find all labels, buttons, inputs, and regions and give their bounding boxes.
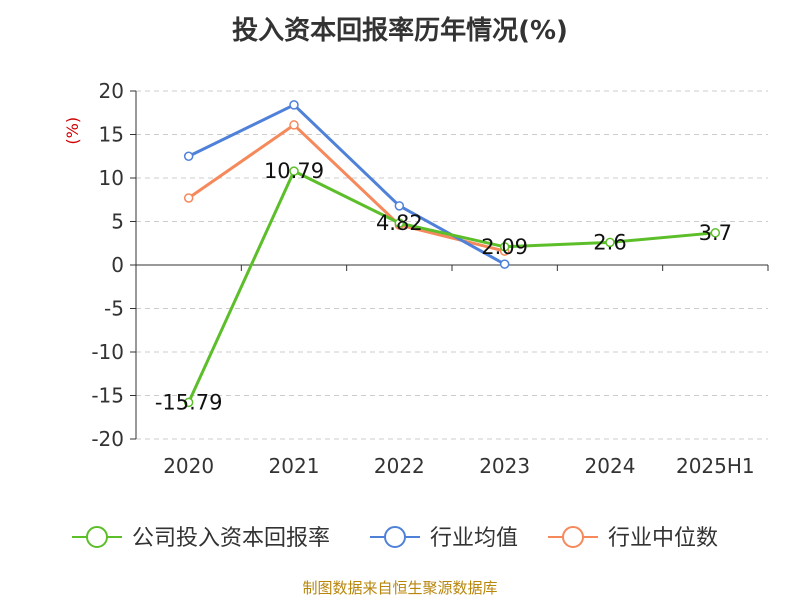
y-tick-label: -5	[104, 297, 124, 321]
data-labels: -15.79 10.79 4.82 2.09 2.6 3.7	[155, 159, 732, 414]
data-point	[394, 201, 405, 211]
data-point	[183, 151, 194, 161]
data-label: 10.79	[264, 159, 324, 183]
y-tick-label: 10	[99, 166, 124, 190]
series-lines	[183, 100, 721, 408]
x-tick-label: 2022	[374, 454, 425, 478]
data-point	[183, 397, 194, 408]
y-tick-label: -15	[91, 384, 124, 408]
y-tick-label: -10	[91, 340, 124, 364]
series-line	[187, 169, 716, 403]
data-point	[289, 166, 299, 176]
data-point	[710, 228, 721, 238]
data-label: 4.82	[376, 211, 423, 235]
y-axis-title: (%)	[63, 117, 82, 145]
data-label: -15.79	[155, 390, 223, 414]
y-tick-label: 5	[111, 210, 124, 234]
data-label: 2.09	[481, 235, 528, 259]
legend: 公司投入资本回报率 行业均值 行业中位数	[72, 526, 718, 551]
data-point	[394, 218, 405, 228]
legend-label: 行业中位数	[608, 526, 718, 551]
legend-swatch-marker	[86, 526, 108, 548]
data-label: 3.7	[699, 221, 732, 245]
grid-lines	[136, 90, 768, 440]
chart-title: 投入资本回报率历年情况(%)	[232, 16, 568, 46]
data-point	[499, 259, 510, 269]
legend-item: 公司投入资本回报率	[72, 526, 330, 551]
y-tick-label: -20	[91, 427, 124, 451]
y-tick-label: 0	[111, 253, 124, 277]
series-line	[187, 123, 506, 253]
axes: 20 15 10 5 0 -5 -10 -15 -20 2020 2021 2022 2023 2024 2…	[63, 79, 769, 478]
legend-label: 行业均值	[430, 526, 518, 551]
data-label: 2.6	[593, 230, 626, 254]
data-point	[499, 242, 510, 252]
data-point	[183, 193, 194, 203]
y-tick-label: 15	[99, 123, 124, 147]
data-point	[289, 120, 299, 130]
x-tick-label: 2023	[479, 454, 530, 478]
legend-item: 行业均值	[370, 526, 518, 551]
y-tick-label: 20	[99, 79, 124, 103]
legend-swatch-marker	[384, 526, 406, 548]
x-tick-label: 2024	[585, 454, 636, 478]
data-point	[289, 100, 299, 110]
x-tick-label: 2025H1	[676, 454, 755, 478]
x-tick-label: 2021	[269, 454, 320, 478]
legend-swatch-marker	[562, 526, 584, 548]
source-note: 制图数据来自恒生聚源数据库	[302, 579, 498, 597]
data-point	[605, 237, 615, 248]
x-tick-label: 2020	[163, 454, 214, 478]
legend-item: 行业中位数	[548, 526, 718, 551]
legend-label: 公司投入资本回报率	[132, 526, 330, 551]
